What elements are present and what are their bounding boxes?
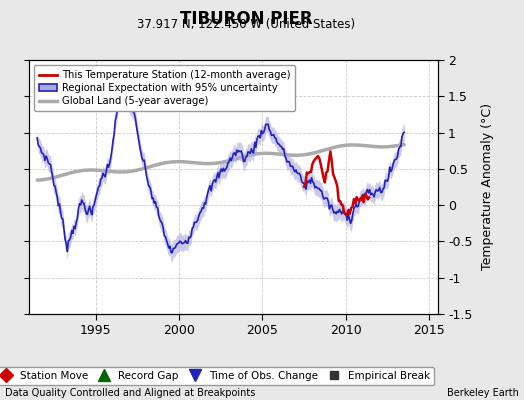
Text: Berkeley Earth: Berkeley Earth — [447, 388, 519, 398]
Legend: Station Move, Record Gap, Time of Obs. Change, Empirical Break: Station Move, Record Gap, Time of Obs. C… — [0, 367, 434, 385]
Text: TIBURON PIER: TIBURON PIER — [180, 10, 313, 28]
Y-axis label: Temperature Anomaly (°C): Temperature Anomaly (°C) — [481, 104, 494, 270]
Text: Data Quality Controlled and Aligned at Breakpoints: Data Quality Controlled and Aligned at B… — [5, 388, 256, 398]
Text: 37.917 N, 122.450 W (United States): 37.917 N, 122.450 W (United States) — [137, 18, 355, 31]
